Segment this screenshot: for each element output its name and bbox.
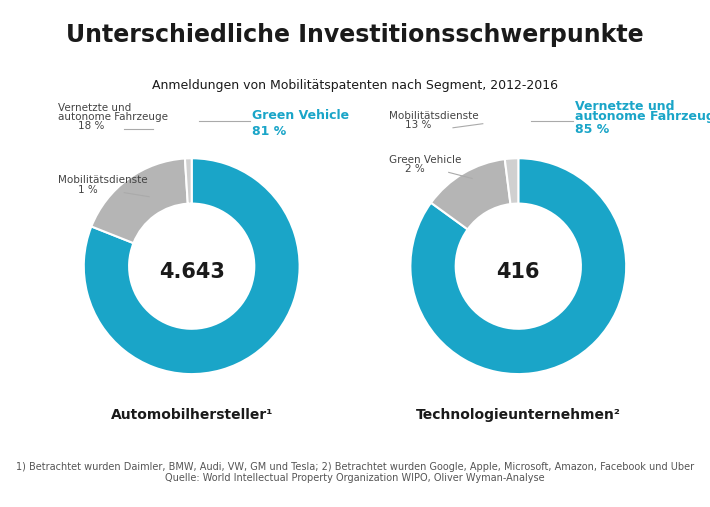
- Text: Vernetzte und: Vernetzte und: [58, 102, 131, 113]
- Text: 85 %: 85 %: [575, 123, 609, 136]
- Text: Vernetzte und: Vernetzte und: [575, 99, 674, 113]
- Text: 1 %: 1 %: [78, 185, 98, 195]
- Wedge shape: [185, 158, 192, 204]
- Text: 18 %: 18 %: [78, 121, 104, 131]
- Wedge shape: [505, 158, 518, 204]
- Text: Mobilitätsdienste: Mobilitätsdienste: [389, 111, 479, 121]
- Wedge shape: [410, 158, 626, 374]
- Text: Unterschiedliche Investitionsschwerpunkte: Unterschiedliche Investitionsschwerpunkt…: [66, 23, 644, 47]
- Text: Green Vehicle: Green Vehicle: [252, 108, 349, 122]
- Text: autonome Fahrzeuge: autonome Fahrzeuge: [58, 112, 168, 122]
- Text: Quelle: World Intellectual Property Organization WIPO, Oliver Wyman-Analyse: Quelle: World Intellectual Property Orga…: [165, 473, 545, 483]
- Wedge shape: [92, 159, 187, 243]
- Text: 1) Betrachtet wurden Daimler, BMW, Audi, VW, GM und Tesla; 2) Betrachtet wurden : 1) Betrachtet wurden Daimler, BMW, Audi,…: [16, 462, 694, 473]
- Text: Technologieunternehmen²: Technologieunternehmen²: [416, 408, 621, 422]
- Text: Automobilhersteller¹: Automobilhersteller¹: [111, 408, 273, 422]
- Text: Anmeldungen von Mobilitätspatenten nach Segment, 2012-2016: Anmeldungen von Mobilitätspatenten nach …: [152, 79, 558, 92]
- Text: 416: 416: [496, 262, 540, 281]
- Text: autonome Fahrzeuge: autonome Fahrzeuge: [575, 110, 710, 123]
- Wedge shape: [84, 158, 300, 374]
- Text: Mobilitätsdienste: Mobilitätsdienste: [58, 175, 148, 185]
- Text: 2 %: 2 %: [405, 164, 425, 174]
- Text: Green Vehicle: Green Vehicle: [389, 155, 462, 165]
- Text: 13 %: 13 %: [405, 120, 431, 130]
- Wedge shape: [431, 159, 510, 229]
- Text: 81 %: 81 %: [252, 125, 286, 138]
- Text: 4.643: 4.643: [159, 262, 224, 281]
